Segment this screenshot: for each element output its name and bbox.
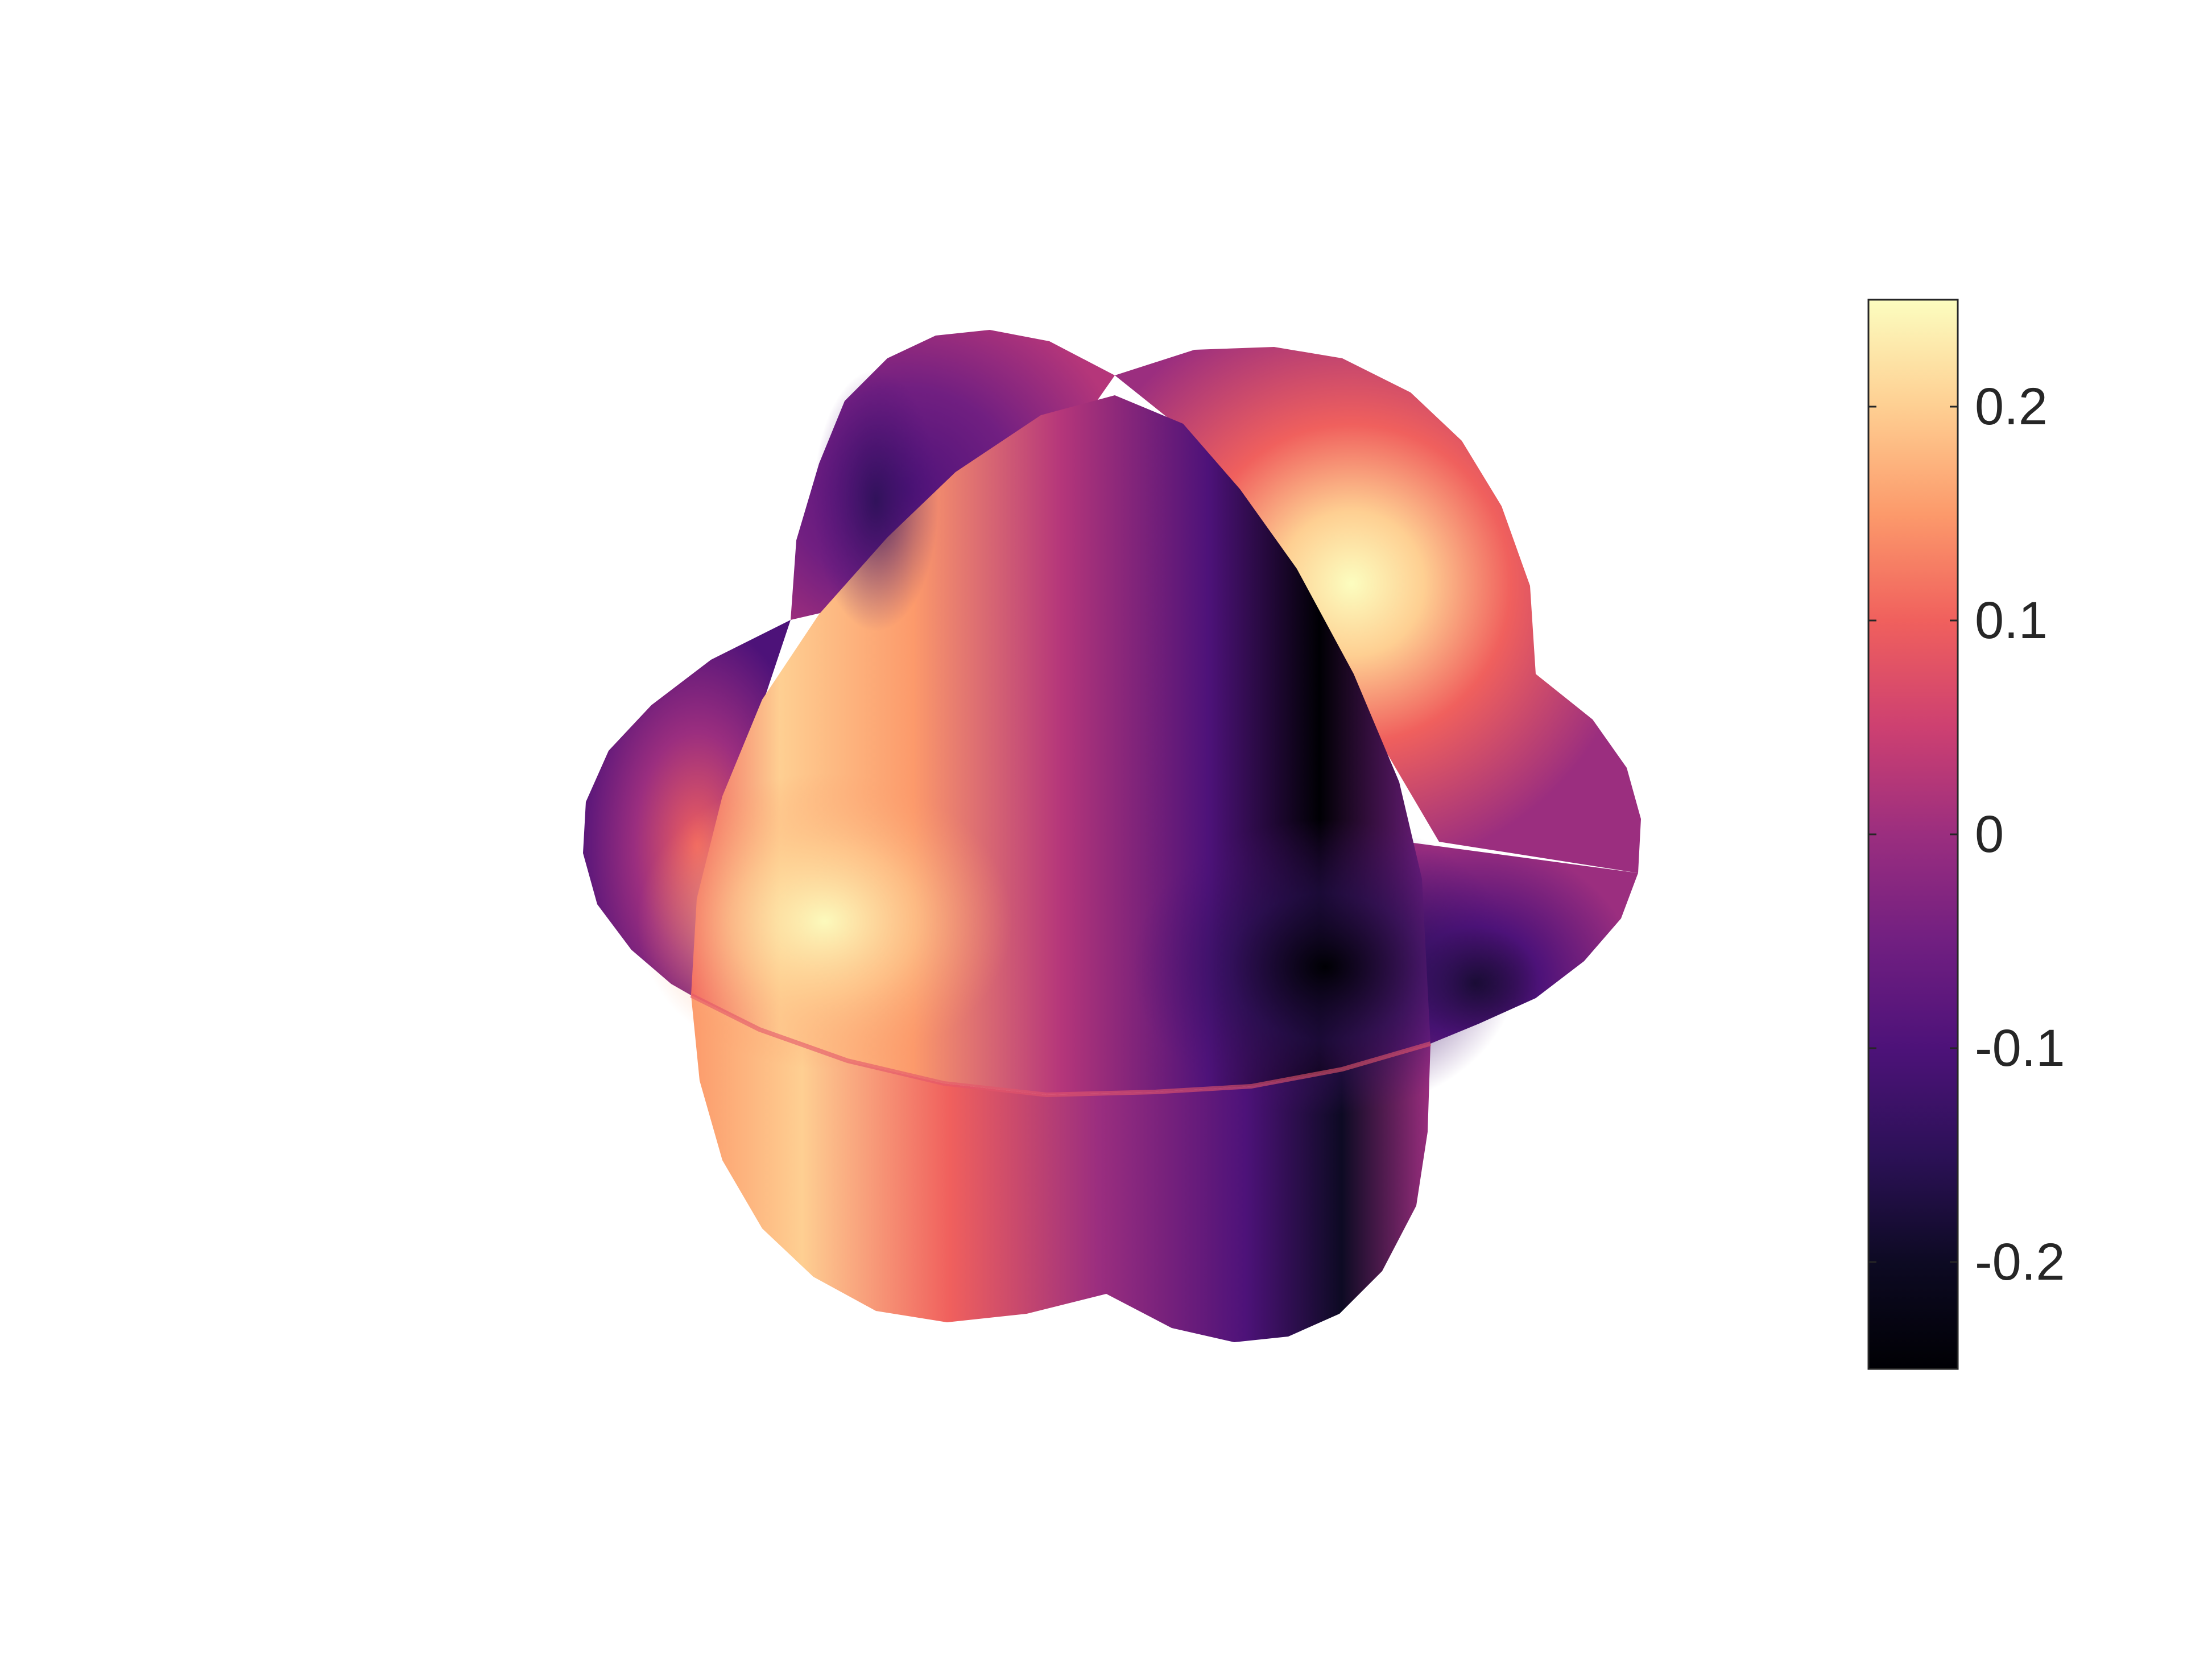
colorbar-gradient-bar (1867, 299, 1959, 1370)
surface-lobe-lower (691, 995, 1430, 1342)
surface-wing-left (583, 620, 791, 995)
colorbar-tick-label: 0.1 (1975, 591, 2048, 649)
colorbar: 0.2 0.1 0 -0.1 -0.2 (1867, 299, 2065, 1370)
colorbar-tick-label: 0 (1975, 805, 2004, 863)
surface-hot-spot-front (637, 773, 1012, 1069)
surface-lobe-back-right (1115, 347, 1641, 873)
surface-cold-spot-top (813, 370, 938, 631)
surface-plot (583, 330, 1641, 1342)
colorbar-ticks: 0.2 0.1 0 -0.1 -0.2 (1868, 378, 2065, 1291)
surface-seam (690, 993, 1432, 1098)
colorbar-tick-label: 0.2 (1975, 378, 2048, 436)
surface-cold-spot-front (1132, 819, 1519, 1115)
colorbar-tick-label: -0.2 (1975, 1233, 2065, 1291)
colorbar-tick-label: -0.1 (1975, 1019, 2065, 1077)
